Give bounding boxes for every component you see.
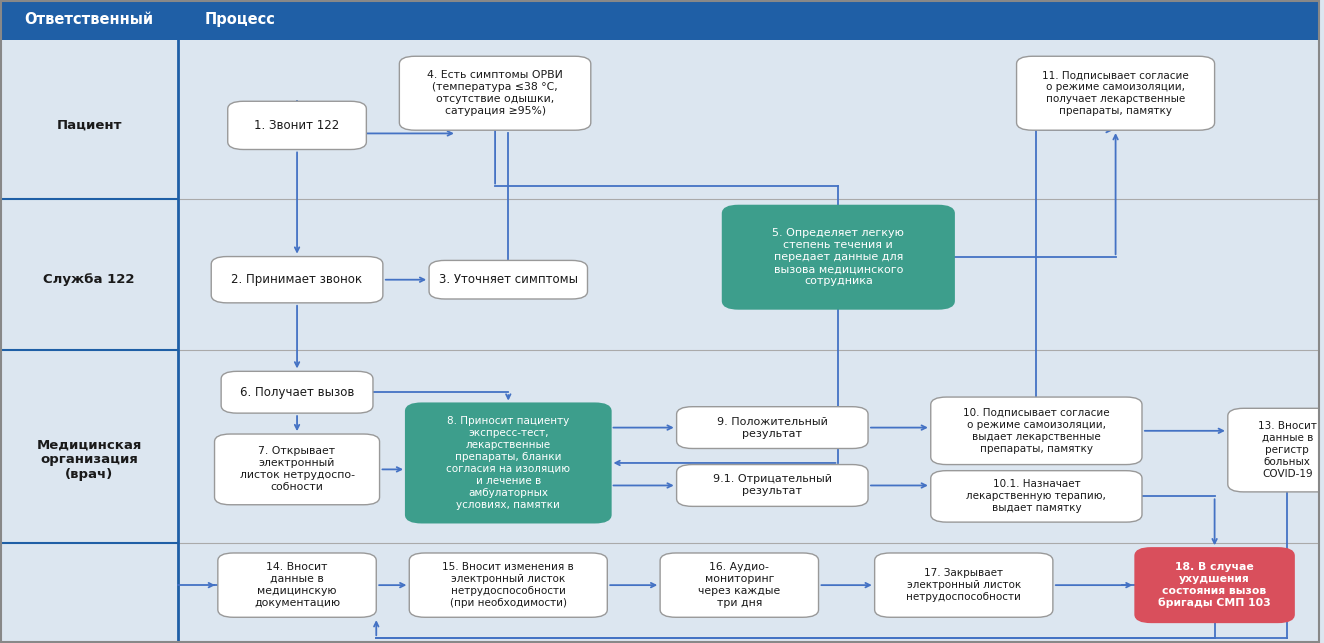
Text: 10.1. Назначает
лекарственную терапию,
выдает памятку: 10.1. Назначает лекарственную терапию, в… xyxy=(967,480,1107,513)
FancyBboxPatch shape xyxy=(931,397,1143,464)
Text: 18. В случае
ухудшения
состояния вызов
бригады СМП 103: 18. В случае ухудшения состояния вызов б… xyxy=(1158,562,1271,608)
FancyBboxPatch shape xyxy=(723,206,953,309)
Text: Пациент: Пациент xyxy=(57,119,122,132)
FancyBboxPatch shape xyxy=(212,257,383,303)
Text: 4. Есть симптомы ОРВИ
(температура ≤38 °C,
отсутствие одышки,
сатурация ≥95%): 4. Есть симптомы ОРВИ (температура ≤38 °… xyxy=(428,70,563,116)
Text: Служба 122: Служба 122 xyxy=(44,273,135,286)
Text: 14. Вносит
данные в
медицинскую
документацию: 14. Вносит данные в медицинскую документ… xyxy=(254,562,340,608)
FancyBboxPatch shape xyxy=(1017,57,1214,130)
FancyBboxPatch shape xyxy=(677,464,869,507)
Text: 9.1. Отрицательный
результат: 9.1. Отрицательный результат xyxy=(712,475,831,496)
FancyBboxPatch shape xyxy=(931,471,1143,522)
FancyBboxPatch shape xyxy=(218,553,376,617)
FancyBboxPatch shape xyxy=(214,434,380,505)
Text: 15. Вносит изменения в
электронный листок
нетрудоспособности
(при необходимости): 15. Вносит изменения в электронный листо… xyxy=(442,562,575,608)
Text: 16. Аудио-
мониторинг
через каждые
три дня: 16. Аудио- мониторинг через каждые три д… xyxy=(698,562,780,608)
FancyBboxPatch shape xyxy=(1227,408,1324,492)
FancyBboxPatch shape xyxy=(400,57,591,130)
FancyBboxPatch shape xyxy=(409,553,608,617)
Text: 9. Положительный
результат: 9. Положительный результат xyxy=(716,417,828,439)
Text: 17. Закрывает
электронный листок
нетрудоспособности: 17. Закрывает электронный листок нетрудо… xyxy=(907,568,1021,602)
Text: 5. Определяет легкую
степень течения и
передает данные для
вызова медицинского
с: 5. Определяет легкую степень течения и п… xyxy=(772,228,904,286)
FancyBboxPatch shape xyxy=(228,102,367,149)
FancyBboxPatch shape xyxy=(221,371,373,413)
Text: 7. Открывает
электронный
листок нетрудоспо-
собности: 7. Открывает электронный листок нетрудос… xyxy=(240,446,355,493)
Text: 11. Подписывает согласие
о режиме самоизоляции,
получает лекарственные
препараты: 11. Подписывает согласие о режиме самоиз… xyxy=(1042,70,1189,116)
Text: 6. Получает вызов: 6. Получает вызов xyxy=(240,386,355,399)
FancyBboxPatch shape xyxy=(661,553,818,617)
FancyBboxPatch shape xyxy=(677,407,869,449)
FancyBboxPatch shape xyxy=(1136,548,1294,622)
Text: 1. Звонит 122: 1. Звонит 122 xyxy=(254,119,340,132)
Text: Ответственный: Ответственный xyxy=(25,12,154,28)
FancyBboxPatch shape xyxy=(1,0,1319,40)
FancyBboxPatch shape xyxy=(875,553,1053,617)
Text: Процесс: Процесс xyxy=(205,12,275,28)
Text: 8. Приносит пациенту
экспресс-тест,
лекарственные
препараты, бланки
согласия на : 8. Приносит пациенту экспресс-тест, лека… xyxy=(446,416,571,510)
FancyBboxPatch shape xyxy=(406,404,610,522)
Text: 13. Вносит
данные в
регистр
больных
COVID-19: 13. Вносит данные в регистр больных COVI… xyxy=(1258,421,1316,479)
FancyBboxPatch shape xyxy=(429,260,588,299)
Text: 2. Принимает звонок: 2. Принимает звонок xyxy=(232,273,363,286)
Text: Медицинская
организация
(врач): Медицинская организация (врач) xyxy=(37,439,142,481)
Text: 10. Подписывает согласие
о режиме самоизоляции,
выдает лекарственные
препараты, : 10. Подписывает согласие о режиме самоиз… xyxy=(963,408,1110,454)
Text: 3. Уточняет симптомы: 3. Уточняет симптомы xyxy=(438,273,577,286)
